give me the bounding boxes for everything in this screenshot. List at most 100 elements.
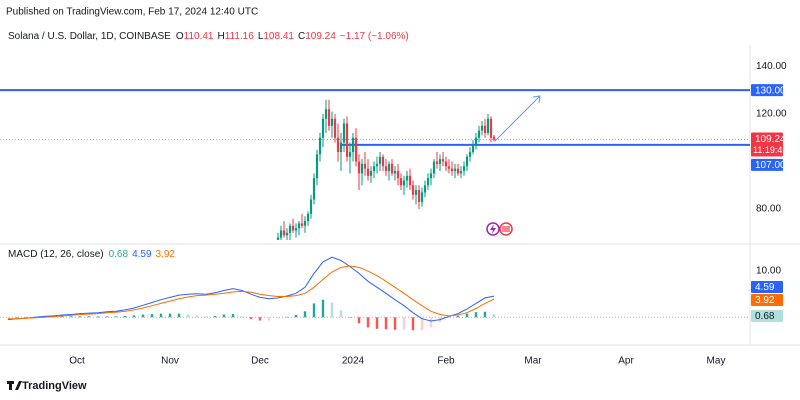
histogram-bar <box>177 313 181 318</box>
ohlc-value: 109.24 <box>305 31 336 42</box>
candle-body <box>489 118 493 138</box>
brand-name: TradingView <box>22 380 87 392</box>
histogram-bar <box>240 316 244 318</box>
candle-body <box>432 161 436 174</box>
candle-body <box>468 152 472 157</box>
candle-body <box>306 213 310 221</box>
ohlc-label: O <box>176 31 184 42</box>
histogram-bar <box>96 316 100 318</box>
y-tick-label: 80.00 <box>756 204 781 215</box>
candle-body <box>396 171 400 179</box>
candle-body <box>333 118 337 138</box>
y-tick-label: 140.00 <box>756 61 787 72</box>
histogram-bar <box>465 313 469 318</box>
y-tick-label: 10.00 <box>756 266 781 277</box>
histogram-bar <box>384 317 388 330</box>
trend-arrow <box>494 95 541 142</box>
candle-body <box>483 125 487 133</box>
candle-body <box>312 178 316 200</box>
candle-body <box>324 109 328 119</box>
level-tag-bg <box>751 158 783 171</box>
x-tick-label: Mar <box>524 356 542 367</box>
histogram-bar <box>447 317 451 318</box>
histogram-bar <box>303 311 307 318</box>
histogram-bar <box>213 315 217 318</box>
histogram-bar <box>294 314 298 318</box>
macd-legend: MACD (12, 26, close) 0.68 4.59 3.92 <box>8 249 175 260</box>
last-price-tag-bg <box>751 132 783 157</box>
candle-body <box>441 159 445 162</box>
ohlc-label: C <box>298 31 305 42</box>
candle-body <box>417 190 421 202</box>
histogram-bar <box>132 315 136 318</box>
histogram-bar <box>339 310 343 318</box>
candle-body <box>372 166 376 172</box>
candle-body <box>438 159 442 164</box>
candle-body <box>288 225 292 233</box>
price-pane <box>0 89 750 240</box>
candle-body <box>378 156 382 164</box>
candle-body <box>492 136 496 140</box>
histogram-tag: 0.68 <box>755 311 775 322</box>
histogram-bar <box>420 317 424 331</box>
candle-body <box>375 163 379 167</box>
candle-body <box>315 154 319 179</box>
candle-body <box>477 130 481 138</box>
histogram-bar <box>267 317 271 321</box>
candle-body <box>486 118 490 133</box>
candle-body <box>453 168 457 172</box>
ohlc-label: H <box>217 31 224 42</box>
candle-body <box>423 185 427 193</box>
ohlc-label: L <box>258 31 264 42</box>
level-tag-bg <box>751 84 783 97</box>
event-icons <box>486 222 513 236</box>
last-price-tag: 109.24 <box>755 134 786 145</box>
signal-tag: 3.92 <box>755 295 775 306</box>
candle-body <box>360 163 364 174</box>
histogram-bar <box>60 316 64 318</box>
candle-body <box>339 142 343 153</box>
histogram-bar <box>321 299 325 318</box>
histogram-bar <box>429 317 433 327</box>
signal-line <box>8 265 495 320</box>
histogram-bar <box>249 317 253 320</box>
y-tick-label: 120.00 <box>756 109 787 120</box>
histogram-bar <box>195 315 199 318</box>
candle-body <box>408 175 412 186</box>
candle-body <box>321 118 325 138</box>
macd-tag: 4.59 <box>755 282 775 293</box>
x-tick-label: Dec <box>251 356 269 367</box>
histogram-value: 0.68 <box>109 249 129 260</box>
price-change: −1.17 (−1.06%) <box>340 31 409 42</box>
candle-body <box>381 156 385 167</box>
candle-body <box>351 137 355 153</box>
macd-title: MACD (12, 26, close) <box>8 249 104 260</box>
histogram-bar <box>222 314 226 318</box>
candle-body <box>450 168 454 172</box>
candle-body <box>444 161 448 167</box>
histogram-bar <box>105 316 109 318</box>
countdown: 11:19:42 <box>753 145 787 155</box>
histogram-bar <box>159 313 163 318</box>
histogram-bar <box>393 317 397 330</box>
histogram-bar <box>375 317 379 329</box>
candle-body <box>393 171 397 174</box>
histogram-bar <box>474 312 478 318</box>
histogram-bar <box>150 314 154 318</box>
signal-tag-bg <box>751 294 783 306</box>
histogram-bar <box>258 317 262 321</box>
histogram-bar <box>123 315 127 318</box>
candle-body <box>420 192 424 202</box>
candle-body <box>456 168 460 174</box>
histogram-bar <box>276 317 280 319</box>
brand: TradingView <box>7 380 87 392</box>
candle-body <box>300 223 304 226</box>
symbol-legend: Solana / U.S. Dollar, 1D, COINBASE O110.4… <box>8 31 409 42</box>
histogram-bar <box>168 313 172 318</box>
level-tag: 130.00 <box>755 85 786 96</box>
candle-body <box>480 125 484 131</box>
x-tick-label: Feb <box>437 356 455 367</box>
macd-line <box>7 256 495 322</box>
histogram-bar <box>69 316 73 318</box>
